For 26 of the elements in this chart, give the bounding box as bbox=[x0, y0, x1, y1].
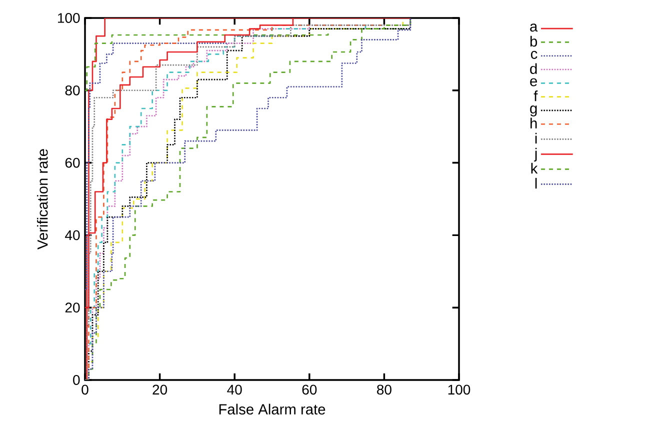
y-tick-label: 80 bbox=[65, 85, 80, 96]
legend-label: c bbox=[530, 50, 538, 59]
x-axis-title: False Alarm rate bbox=[219, 404, 326, 415]
legend-label: f bbox=[534, 90, 538, 102]
legend-label: b bbox=[530, 36, 538, 47]
y-tick-label: 20 bbox=[65, 302, 80, 313]
x-tick-label: 0 bbox=[82, 384, 88, 395]
legend-label: h bbox=[530, 118, 537, 128]
y-tick-label: 60 bbox=[65, 158, 80, 168]
x-tick-label: 60 bbox=[302, 384, 317, 395]
y-tick-label: 100 bbox=[58, 13, 80, 23]
x-tick-label: 80 bbox=[377, 384, 392, 395]
legend-label: g bbox=[530, 106, 537, 116]
x-tick-label: 100 bbox=[448, 384, 470, 395]
x-tick-label: 40 bbox=[227, 384, 242, 395]
y-tick-label: 0 bbox=[73, 375, 80, 385]
y-axis-title: Verification rate bbox=[37, 149, 48, 250]
legend-label: l bbox=[535, 178, 537, 189]
legend-label: a bbox=[530, 24, 538, 32]
legend-label: d bbox=[530, 63, 537, 74]
legend-label: i bbox=[535, 132, 537, 144]
legend-label: k bbox=[531, 162, 538, 174]
x-tick-label: 20 bbox=[152, 384, 168, 395]
y-tick-label: 40 bbox=[65, 230, 80, 240]
legend-label: e bbox=[530, 78, 538, 86]
legend-label: j bbox=[534, 148, 537, 162]
